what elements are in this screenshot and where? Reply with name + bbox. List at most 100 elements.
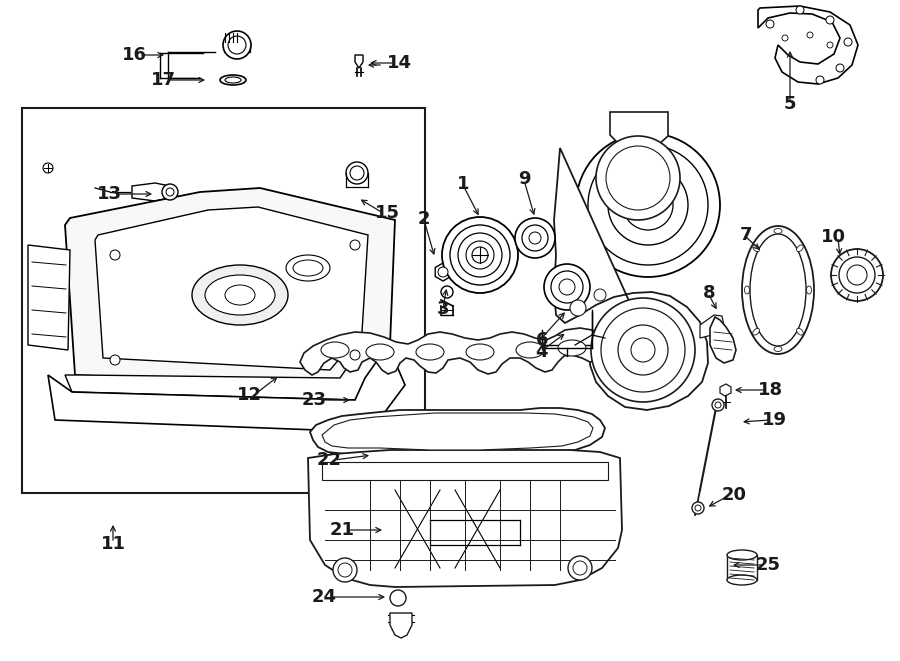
Circle shape (559, 279, 575, 295)
Circle shape (796, 6, 804, 14)
Circle shape (847, 265, 867, 285)
Text: 18: 18 (758, 381, 783, 399)
Text: 12: 12 (237, 386, 262, 404)
Text: 15: 15 (375, 204, 400, 222)
Polygon shape (308, 450, 622, 587)
Polygon shape (224, 42, 250, 52)
Circle shape (827, 42, 833, 48)
Circle shape (568, 556, 592, 580)
Circle shape (576, 133, 720, 277)
Polygon shape (610, 112, 668, 148)
Circle shape (522, 225, 548, 251)
Circle shape (844, 38, 852, 46)
Polygon shape (436, 263, 451, 281)
Ellipse shape (286, 255, 330, 281)
Circle shape (544, 264, 590, 310)
Circle shape (695, 505, 701, 511)
Ellipse shape (727, 575, 757, 585)
Polygon shape (65, 342, 380, 400)
Circle shape (826, 16, 834, 24)
Polygon shape (300, 328, 606, 375)
Circle shape (766, 20, 774, 28)
Text: 8: 8 (704, 284, 716, 302)
Circle shape (472, 247, 488, 263)
Polygon shape (310, 408, 605, 455)
Circle shape (162, 184, 178, 200)
Ellipse shape (321, 342, 349, 358)
Circle shape (350, 350, 360, 360)
Circle shape (110, 250, 120, 260)
Circle shape (831, 249, 883, 301)
Text: 13: 13 (97, 185, 122, 203)
Circle shape (350, 166, 364, 180)
Circle shape (608, 165, 688, 245)
Circle shape (390, 590, 406, 606)
Polygon shape (700, 315, 724, 338)
Circle shape (807, 32, 813, 38)
Circle shape (631, 338, 655, 362)
Polygon shape (727, 555, 757, 580)
Polygon shape (554, 148, 708, 410)
Text: 7: 7 (740, 226, 752, 244)
Circle shape (466, 241, 494, 269)
Circle shape (692, 502, 704, 514)
Ellipse shape (742, 226, 814, 354)
Circle shape (346, 162, 368, 184)
Circle shape (588, 145, 708, 265)
Ellipse shape (750, 234, 806, 346)
Ellipse shape (774, 229, 782, 233)
Text: 17: 17 (151, 71, 176, 89)
Text: 21: 21 (330, 521, 355, 539)
Circle shape (441, 286, 453, 298)
Circle shape (836, 64, 844, 72)
Circle shape (601, 308, 685, 392)
Circle shape (228, 36, 246, 54)
Ellipse shape (796, 329, 804, 335)
Polygon shape (48, 345, 405, 432)
Circle shape (43, 163, 53, 173)
Circle shape (529, 232, 541, 244)
Text: 4: 4 (536, 343, 548, 361)
Ellipse shape (416, 344, 444, 360)
Circle shape (606, 146, 670, 210)
Circle shape (594, 289, 606, 301)
Text: 22: 22 (317, 451, 342, 469)
Ellipse shape (220, 75, 246, 85)
Circle shape (715, 402, 721, 408)
Ellipse shape (293, 260, 323, 276)
Ellipse shape (796, 245, 804, 252)
Circle shape (442, 217, 518, 293)
Polygon shape (95, 207, 368, 370)
Circle shape (573, 561, 587, 575)
Ellipse shape (558, 340, 586, 356)
Polygon shape (355, 55, 363, 68)
Circle shape (839, 257, 875, 293)
Circle shape (333, 558, 357, 582)
Text: 6: 6 (536, 331, 548, 349)
Ellipse shape (727, 550, 757, 560)
Text: 3: 3 (436, 300, 449, 318)
Polygon shape (322, 413, 593, 450)
Polygon shape (65, 188, 395, 388)
Polygon shape (28, 245, 70, 350)
Ellipse shape (366, 344, 394, 360)
Circle shape (596, 136, 680, 220)
Polygon shape (322, 462, 608, 480)
Ellipse shape (806, 286, 812, 294)
Circle shape (570, 300, 586, 316)
Circle shape (450, 225, 510, 285)
Polygon shape (390, 613, 412, 638)
Circle shape (551, 271, 583, 303)
Polygon shape (758, 6, 858, 84)
Circle shape (623, 180, 673, 230)
Polygon shape (132, 183, 175, 201)
Circle shape (591, 298, 695, 402)
Circle shape (515, 218, 555, 258)
Circle shape (782, 35, 788, 41)
Ellipse shape (752, 245, 760, 252)
Ellipse shape (192, 265, 288, 325)
Ellipse shape (205, 275, 275, 315)
Circle shape (636, 193, 660, 217)
Ellipse shape (752, 329, 760, 335)
Text: 24: 24 (312, 588, 337, 606)
